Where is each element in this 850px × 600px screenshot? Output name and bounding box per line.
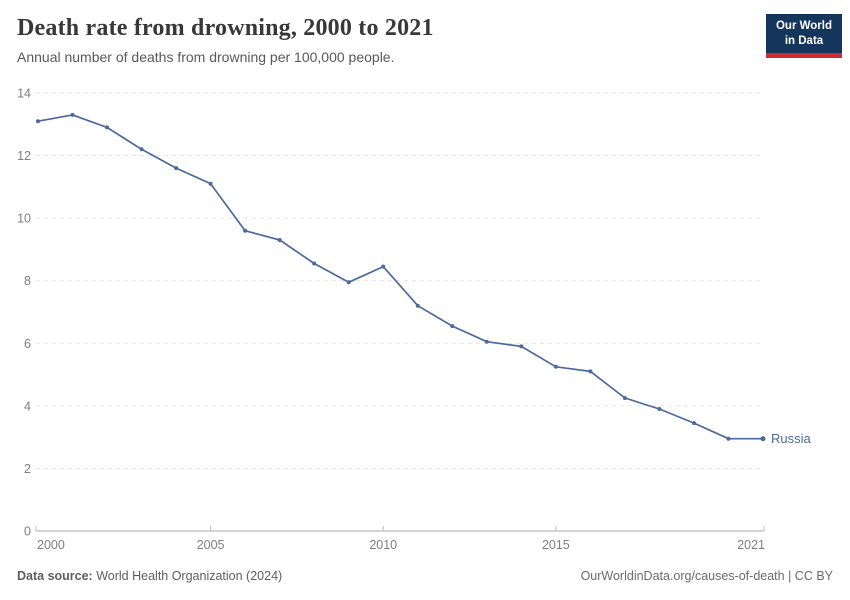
data-point[interactable] [105,125,109,130]
data-point[interactable] [484,339,489,344]
x-axis-tick-label: 2000 [37,538,65,552]
y-axis-tick-label: 6 [24,337,31,351]
x-axis-tick-label: 2021 [737,538,765,552]
data-point[interactable] [208,181,213,186]
y-axis-tick-label: 4 [24,399,31,413]
x-axis-tick-label: 2010 [369,538,397,552]
owid-logo-text: Our World in Data [766,14,842,53]
data-point[interactable] [174,166,179,171]
series-label: Russia [771,431,812,446]
data-point[interactable] [692,421,696,426]
data-point[interactable] [139,147,144,152]
data-source-value: World Health Organization (2024) [96,569,283,583]
data-point[interactable] [415,303,420,308]
data-point[interactable] [622,396,627,400]
x-axis-tick-label: 2005 [197,538,225,552]
data-point[interactable] [519,344,524,349]
data-point[interactable] [36,119,40,124]
x-axis-tick-label: 2015 [542,538,570,552]
data-point[interactable] [243,228,248,233]
data-point[interactable] [553,364,558,369]
data-point[interactable] [277,238,282,242]
chart-title: Death rate from drowning, 2000 to 2021 [17,15,434,41]
data-point[interactable] [760,436,766,442]
data-point[interactable] [588,369,593,374]
data-point[interactable] [70,112,75,117]
chart-header: Death rate from drowning, 2000 to 2021 A… [17,15,750,65]
attribution-link[interactable]: OurWorldinData.org/causes-of-death | CC … [580,569,833,583]
data-source-label: Data source: [17,569,93,583]
y-axis-tick-label: 8 [24,274,31,288]
data-source: Data source: World Health Organization (… [17,569,282,583]
y-axis-tick-label: 14 [17,87,31,101]
owid-logo[interactable]: Our World in Data [766,14,842,58]
data-point[interactable] [726,436,731,441]
data-point[interactable] [312,261,317,266]
chart-footer: Data source: World Health Organization (… [17,569,833,583]
data-point[interactable] [657,407,662,411]
data-line[interactable] [37,114,764,440]
y-axis-tick-label: 2 [24,462,31,476]
y-axis-tick-label: 10 [17,212,31,226]
y-axis-tick-label: 0 [24,525,31,539]
owid-logo-red-bar [766,52,842,58]
chart-subtitle: Annual number of deaths from drowning pe… [17,49,395,65]
data-point[interactable] [381,264,386,269]
data-point[interactable] [450,324,455,329]
data-point[interactable] [346,280,351,285]
y-axis-tick-label: 12 [17,149,31,163]
